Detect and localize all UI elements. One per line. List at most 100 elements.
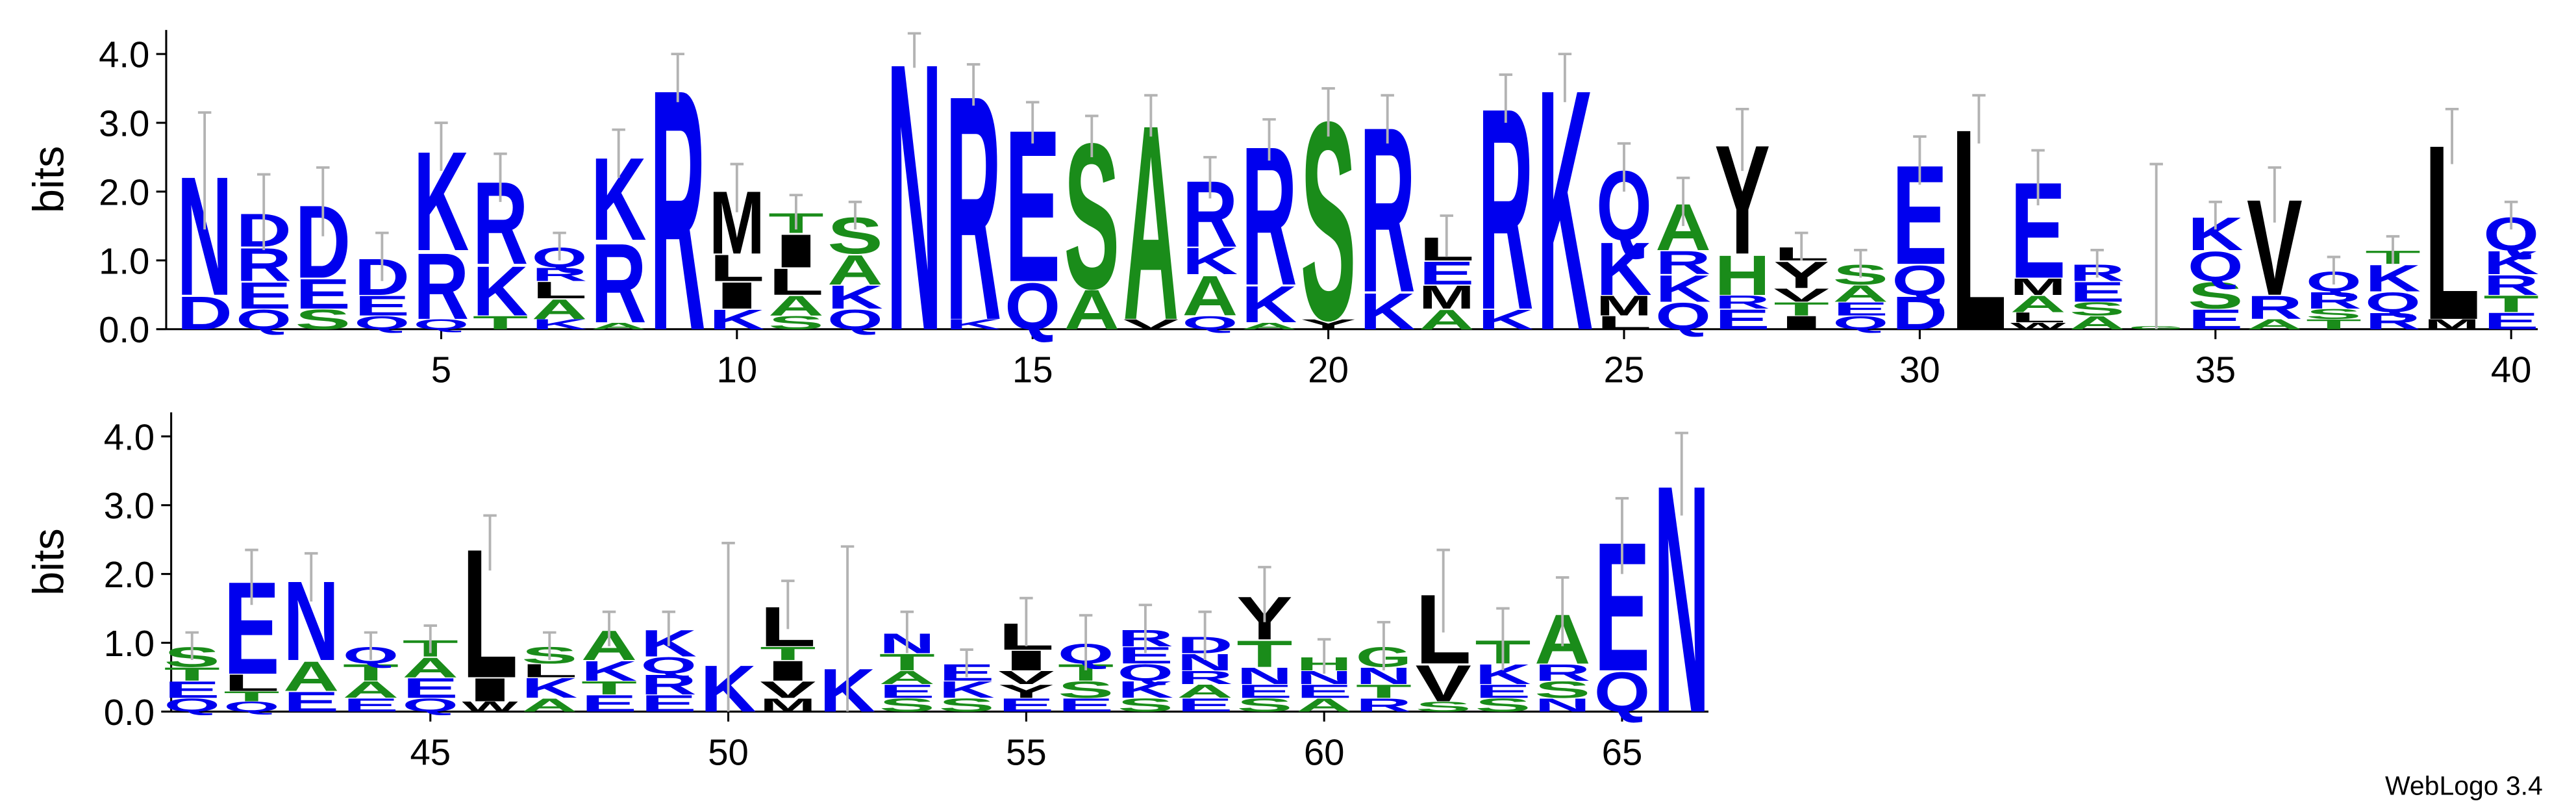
logo-letter: A [1064, 278, 1119, 342]
x-tick-label: 15 [1012, 349, 1053, 390]
logo-letter: R [1534, 659, 1590, 685]
logo-letter: E [2483, 308, 2539, 335]
logo-letter: T [343, 659, 399, 685]
logo-letter: K [1118, 677, 1173, 703]
logo-letter: Q [2365, 286, 2421, 318]
logo-letter: L [521, 660, 577, 681]
logo-letter: S [2070, 298, 2125, 319]
logo-letter: K [945, 316, 1001, 333]
logo-letter: E [581, 691, 637, 717]
logo-letter: A [2070, 312, 2125, 333]
y-tick-label: 2.0 [104, 554, 155, 595]
logo-letter: M [1596, 290, 1652, 322]
logo-letter: S [2188, 275, 2244, 317]
logo-letter: E [2188, 304, 2244, 335]
logo-letter: I [768, 225, 824, 277]
logo-letter: T [760, 643, 816, 664]
x-tick-label: 25 [1604, 349, 1645, 390]
logo-letter: E [343, 694, 399, 715]
logo-letter: K [532, 316, 588, 333]
logo-letter: A [879, 667, 935, 688]
logo-letter: Q [236, 304, 292, 335]
logo-letter: M [760, 694, 816, 715]
logo-letter: M [1419, 279, 1475, 316]
logo-letter: K [2483, 244, 2539, 281]
logo-letter: Q [1182, 312, 1238, 333]
logo-letter: S [2306, 306, 2362, 322]
y-axis-label: bits [25, 146, 73, 214]
logo-letter: L [709, 247, 765, 289]
logo-letter: A [403, 652, 458, 683]
x-tick-label: 10 [717, 349, 758, 390]
logo-letter: A [768, 290, 824, 322]
logo-letter: S [1416, 699, 1471, 715]
logo-letter: S [768, 312, 824, 333]
logo-letter: L [223, 670, 279, 696]
logo-letter: Y [998, 681, 1054, 702]
logo-letter: N [886, 0, 942, 411]
logo-letter: E [1236, 681, 1292, 702]
logo-letter: K [473, 251, 529, 331]
logo-letter: K [521, 672, 577, 704]
logo-letter: S [1118, 694, 1173, 715]
logo-letter: E [1296, 681, 1352, 702]
logo-letter: R [641, 668, 697, 700]
logo-letter: A [343, 677, 399, 703]
logo-letter: A [1832, 281, 1888, 307]
logo-letter: Q [2188, 242, 2244, 290]
x-tick-label: 30 [1899, 349, 1940, 390]
y-tick-label: 2.0 [99, 171, 149, 212]
logo-letter: A [1296, 694, 1352, 715]
logo-letter: A [283, 653, 339, 700]
logo-letter: K [1478, 304, 1534, 335]
x-tick-label: 45 [410, 731, 451, 772]
logo-letter: S [295, 304, 351, 335]
logo-letter: E [355, 290, 410, 322]
y-tick-label: 0.0 [104, 692, 155, 733]
logo-letter: T [1236, 633, 1292, 676]
logo-letter: Q [1655, 296, 1711, 338]
logo-letter: E [879, 681, 935, 702]
logo-letter: K [938, 677, 994, 703]
logo-letter: H [1714, 244, 1770, 307]
logo-letter: K [581, 655, 637, 687]
logo-letter: S [879, 694, 935, 715]
logo-letter: K [827, 279, 883, 316]
logo-letter: T [581, 678, 637, 698]
logo-letter: Q [164, 694, 220, 715]
logo-letter: A [827, 246, 883, 294]
x-tick-label: 60 [1304, 731, 1345, 772]
x-tick-label: 20 [1308, 349, 1349, 390]
logo-letter: R [414, 234, 469, 339]
logo-letter: Q [414, 316, 469, 333]
logo-letter: N [1534, 694, 1590, 715]
logo-letter: T [223, 689, 279, 704]
logo-letter: L [768, 261, 824, 303]
x-tick-label: 35 [2195, 349, 2236, 390]
logo-letter: Q [1118, 659, 1173, 685]
logo-letter: N [1236, 663, 1292, 689]
logo-letter: A [591, 321, 647, 331]
logo-letter: R [2306, 287, 2362, 314]
y-tick-label: 4.0 [104, 416, 155, 457]
logo-letter: K [709, 304, 765, 335]
logo-letter: R [1655, 244, 1711, 281]
logo-letter: E [641, 691, 697, 717]
logo-letter: E [1419, 255, 1475, 292]
logo-letter: T [1356, 681, 1412, 702]
logo-letter: E [1058, 694, 1114, 715]
logo-letter: D [1892, 287, 1948, 340]
x-tick-label: 50 [708, 731, 749, 772]
logo-letter: M [2010, 273, 2066, 300]
logo-letter: R [2483, 270, 2539, 301]
logo-letter: K [1655, 268, 1711, 310]
logo-letter: Q [1892, 256, 1948, 303]
logo-letter: Q [355, 312, 410, 333]
logo-letter: A [1177, 681, 1233, 702]
logo-letter: R [2247, 289, 2303, 326]
logo-letter: I [760, 655, 816, 687]
y-tick-label: 4.0 [99, 34, 149, 75]
logo-letter: A [532, 294, 588, 325]
